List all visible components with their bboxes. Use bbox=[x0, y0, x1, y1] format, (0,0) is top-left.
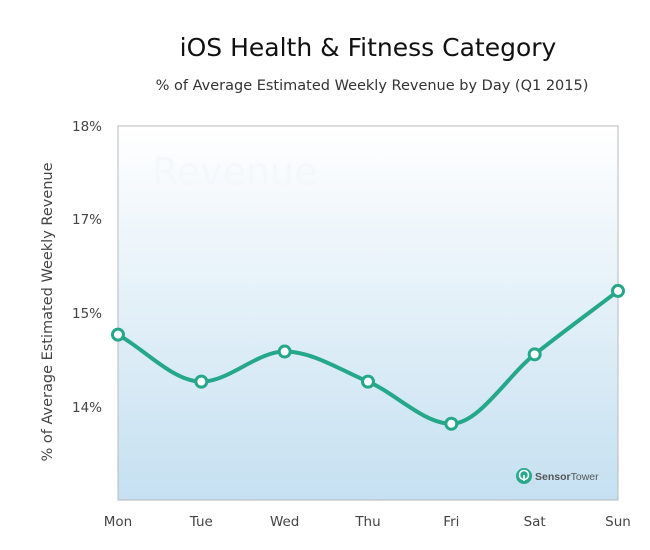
y-tick-label: 14% bbox=[72, 400, 102, 416]
chart-title: iOS Health & Fitness Category bbox=[180, 33, 557, 62]
sensor-tower-logo: SensorTower bbox=[516, 468, 599, 484]
y-tick-label: 17% bbox=[72, 212, 102, 228]
x-tick-label: Fri bbox=[443, 514, 459, 530]
data-point bbox=[611, 283, 625, 298]
x-tick-label: Tue bbox=[189, 514, 213, 530]
x-tick-label: Sat bbox=[524, 514, 546, 530]
logo-text: SensorTower bbox=[535, 471, 599, 483]
y-axis-label: % of Average Estimated Weekly Revenue bbox=[40, 162, 56, 461]
data-point bbox=[361, 374, 375, 389]
data-point bbox=[194, 374, 209, 389]
y-tick-label: 18% bbox=[72, 119, 102, 135]
y-tick-label: 15% bbox=[72, 306, 102, 322]
series-markers bbox=[111, 283, 625, 431]
y-axis-ticks: 18% 17% 15% 14% bbox=[72, 119, 102, 416]
x-tick-label: Wed bbox=[270, 514, 299, 530]
x-tick-label: Mon bbox=[104, 514, 132, 530]
logo-brand-suffix: Tower bbox=[571, 471, 600, 483]
data-point bbox=[111, 327, 125, 342]
x-tick-label: Thu bbox=[354, 514, 380, 530]
chart-subtitle: % of Average Estimated Weekly Revenue by… bbox=[156, 78, 589, 94]
logo-brand: Sensor bbox=[535, 471, 571, 483]
x-tick-label: Sun bbox=[605, 514, 631, 530]
watermark-text: Revenue bbox=[152, 150, 318, 194]
data-point bbox=[444, 416, 459, 431]
data-point bbox=[527, 347, 542, 362]
x-axis-ticks: Mon Tue Wed Thu Fri Sat Sun bbox=[104, 514, 631, 530]
logo-icon-stem bbox=[523, 475, 525, 481]
data-point bbox=[277, 344, 292, 359]
plot-area bbox=[117, 125, 619, 501]
